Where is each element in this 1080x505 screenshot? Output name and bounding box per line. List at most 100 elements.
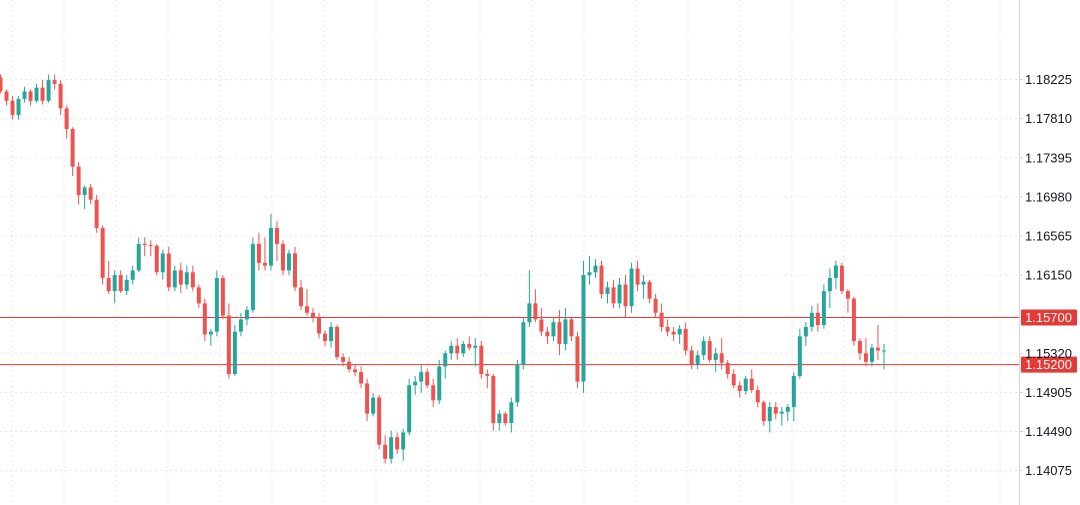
candle-body (527, 303, 532, 323)
candle (773, 402, 778, 420)
candle (305, 289, 310, 316)
candle (689, 345, 694, 370)
candle (785, 404, 790, 422)
candle-body (803, 326, 808, 337)
candle (172, 265, 177, 292)
candle-body (413, 381, 418, 386)
candle-body (491, 375, 496, 424)
candle-body (455, 345, 460, 354)
candle-body (479, 345, 484, 375)
candle-body (767, 407, 772, 422)
candle-body (719, 353, 724, 363)
candle (112, 270, 117, 304)
candle-body (755, 390, 760, 403)
candle-body (677, 328, 682, 335)
candle-body (611, 287, 616, 304)
candle-body (280, 244, 285, 271)
candle-body (821, 291, 826, 326)
candle (262, 237, 267, 271)
candle (515, 359, 520, 408)
candle-body (587, 272, 592, 276)
candle-body (365, 383, 370, 414)
candle (761, 400, 766, 426)
candle-body (545, 331, 550, 337)
candle (851, 296, 856, 346)
candle (479, 341, 484, 379)
candle-body (16, 98, 21, 115)
candle (803, 322, 808, 346)
candle (557, 309, 562, 356)
candle (371, 392, 376, 417)
candle-body (4, 91, 9, 101)
candle (503, 411, 508, 426)
candle-body (839, 265, 844, 292)
candle-body (407, 385, 412, 433)
candle (467, 336, 472, 351)
candle (425, 368, 430, 389)
candle-body (509, 402, 514, 424)
candle-body (0, 77, 3, 92)
candle-body (323, 333, 328, 342)
candle (647, 279, 652, 304)
candle-body (623, 284, 628, 307)
y-tick-label: 1.14490 (1025, 424, 1072, 439)
candle (94, 195, 99, 233)
candle-body (106, 277, 111, 292)
candle (839, 262, 844, 294)
grid (0, 0, 1019, 505)
candle (160, 249, 165, 280)
candle-body (635, 268, 640, 285)
candle-body (256, 244, 261, 263)
price-level-badge: 1.15200 (1021, 356, 1077, 373)
candle (244, 306, 249, 326)
candle-body (875, 347, 880, 351)
candle-body (629, 268, 634, 307)
candle (28, 89, 33, 106)
candle-body (58, 83, 63, 109)
horizontal-lines (0, 317, 1019, 366)
candle (881, 343, 886, 370)
y-tick-label: 1.16980 (1025, 189, 1072, 204)
y-tick-label: 1.14905 (1025, 385, 1072, 400)
candle-body (148, 244, 153, 246)
candle (166, 246, 171, 292)
candle-body (286, 253, 291, 271)
candle (575, 331, 580, 389)
candle (335, 325, 340, 360)
y-tick-label: 1.17810 (1025, 111, 1072, 126)
candle (809, 306, 814, 332)
candle (815, 303, 820, 332)
candle-body (64, 108, 69, 130)
candle (226, 303, 231, 379)
candle (178, 262, 183, 294)
candle (299, 279, 303, 310)
candle (707, 336, 712, 363)
candle (875, 325, 880, 360)
candles (0, 74, 886, 464)
candle (317, 312, 322, 339)
candle (280, 240, 285, 276)
candle-body (190, 272, 195, 288)
candle (329, 322, 334, 348)
candle-body (172, 270, 177, 288)
candle (82, 185, 87, 210)
candle-body (869, 347, 874, 362)
candle (401, 428, 406, 461)
candle-body (232, 331, 237, 375)
candle (719, 338, 724, 370)
candle (533, 289, 538, 323)
candle (365, 378, 370, 422)
candle-body (299, 287, 303, 307)
candle (791, 372, 796, 422)
candle (833, 260, 838, 290)
price-axis[interactable]: 1.15700 1.15200 1.18225 1.17810 1.17395 1.169… (1019, 0, 1077, 505)
candle (611, 279, 616, 309)
candle-body (473, 345, 478, 348)
candle-body (184, 272, 189, 285)
candle (46, 74, 51, 103)
candle (581, 260, 586, 393)
candle (250, 237, 255, 313)
candle-body (40, 87, 45, 101)
